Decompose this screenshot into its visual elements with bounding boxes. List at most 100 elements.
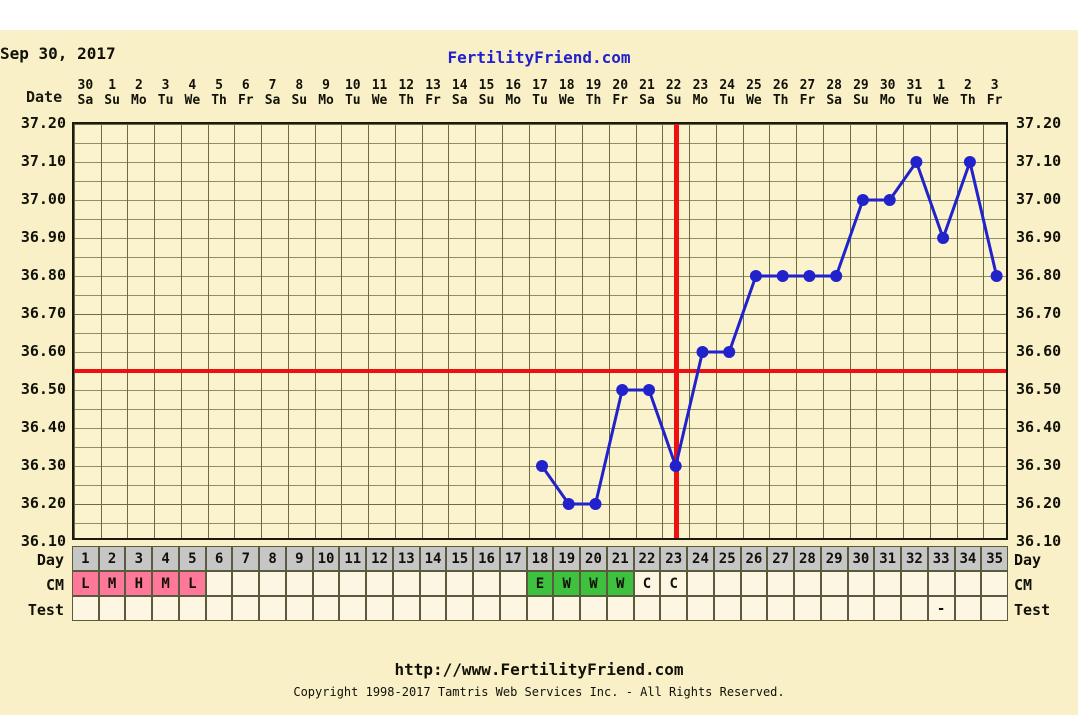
test-cell[interactable] xyxy=(366,596,393,621)
cm-cell[interactable] xyxy=(499,571,527,596)
footer-url[interactable]: http://www.FertilityFriend.com xyxy=(394,660,684,679)
cm-cell[interactable] xyxy=(874,571,902,596)
day-cell[interactable]: 27 xyxy=(767,546,795,571)
day-cell[interactable]: 31 xyxy=(874,546,902,571)
test-cell[interactable] xyxy=(473,596,500,621)
cm-cell[interactable] xyxy=(392,571,420,596)
cm-cell[interactable]: C xyxy=(660,571,688,596)
cm-cell[interactable] xyxy=(981,571,1008,596)
test-cell[interactable] xyxy=(633,596,661,621)
cm-cell[interactable]: W xyxy=(606,571,634,596)
cm-cell[interactable] xyxy=(794,571,821,596)
day-cell[interactable]: 6 xyxy=(205,546,233,571)
cm-cell[interactable]: E xyxy=(526,571,554,596)
day-cell[interactable]: 25 xyxy=(713,546,741,571)
day-cell[interactable]: 21 xyxy=(606,546,634,571)
data-point[interactable] xyxy=(669,460,682,472)
test-cell[interactable] xyxy=(98,596,126,621)
cm-cell[interactable] xyxy=(927,571,955,596)
day-cell[interactable]: 28 xyxy=(794,546,821,571)
data-point[interactable] xyxy=(696,346,709,358)
cm-cell[interactable]: M xyxy=(98,571,126,596)
cm-cell[interactable] xyxy=(419,571,447,596)
day-cell[interactable]: 11 xyxy=(339,546,367,571)
test-cell[interactable] xyxy=(152,596,179,621)
data-point[interactable] xyxy=(536,460,548,472)
data-point[interactable] xyxy=(749,270,762,282)
data-point[interactable] xyxy=(616,384,629,396)
day-cell[interactable]: 29 xyxy=(820,546,848,571)
test-cell[interactable] xyxy=(312,596,340,621)
cm-cell[interactable] xyxy=(767,571,795,596)
cm-cell[interactable] xyxy=(366,571,393,596)
test-cell[interactable]: - xyxy=(927,596,955,621)
data-point[interactable] xyxy=(963,156,976,168)
cm-cell[interactable] xyxy=(740,571,768,596)
day-cell[interactable]: 35 xyxy=(981,546,1008,571)
day-cell[interactable]: 26 xyxy=(740,546,768,571)
day-cell[interactable]: 1 xyxy=(72,546,99,571)
cm-cell[interactable] xyxy=(312,571,340,596)
cm-cell[interactable] xyxy=(847,571,875,596)
day-cell[interactable]: 10 xyxy=(312,546,340,571)
data-point[interactable] xyxy=(937,232,950,244)
day-cell[interactable]: 19 xyxy=(553,546,581,571)
day-cell[interactable]: 33 xyxy=(927,546,955,571)
data-point[interactable] xyxy=(883,194,896,206)
cm-cell[interactable] xyxy=(687,571,714,596)
data-point[interactable] xyxy=(830,270,843,282)
test-cell[interactable] xyxy=(794,596,821,621)
test-cell[interactable] xyxy=(232,596,260,621)
data-point[interactable] xyxy=(589,498,602,510)
cm-cell[interactable]: W xyxy=(553,571,581,596)
cm-cell[interactable] xyxy=(820,571,848,596)
cm-cell[interactable] xyxy=(901,571,928,596)
test-cell[interactable] xyxy=(820,596,848,621)
test-cell[interactable] xyxy=(285,596,313,621)
test-cell[interactable] xyxy=(259,596,286,621)
test-cell[interactable] xyxy=(499,596,527,621)
cm-cell[interactable] xyxy=(232,571,260,596)
day-cell[interactable]: 32 xyxy=(901,546,928,571)
data-point[interactable] xyxy=(776,270,789,282)
cm-cell[interactable]: W xyxy=(580,571,607,596)
day-cell[interactable]: 2 xyxy=(98,546,126,571)
test-cell[interactable] xyxy=(526,596,554,621)
test-cell[interactable] xyxy=(954,596,982,621)
day-cell[interactable]: 13 xyxy=(392,546,420,571)
test-cell[interactable] xyxy=(606,596,634,621)
test-cell[interactable] xyxy=(740,596,768,621)
data-point[interactable] xyxy=(562,498,575,510)
data-point[interactable] xyxy=(856,194,869,206)
day-cell[interactable]: 20 xyxy=(580,546,607,571)
test-cell[interactable] xyxy=(553,596,581,621)
cm-cell[interactable]: C xyxy=(633,571,661,596)
day-cell[interactable]: 18 xyxy=(526,546,554,571)
day-cell[interactable]: 17 xyxy=(499,546,527,571)
cm-cell[interactable] xyxy=(954,571,982,596)
data-point[interactable] xyxy=(723,346,736,358)
data-point[interactable] xyxy=(990,270,1003,282)
test-cell[interactable] xyxy=(125,596,153,621)
cm-cell[interactable]: M xyxy=(152,571,179,596)
data-point[interactable] xyxy=(643,384,655,396)
day-cell[interactable]: 24 xyxy=(687,546,714,571)
test-cell[interactable] xyxy=(874,596,902,621)
test-cell[interactable] xyxy=(981,596,1008,621)
day-cell[interactable]: 14 xyxy=(419,546,447,571)
cm-cell[interactable] xyxy=(285,571,313,596)
day-cell[interactable]: 15 xyxy=(446,546,474,571)
cm-cell[interactable] xyxy=(205,571,233,596)
day-cell[interactable]: 8 xyxy=(259,546,286,571)
cm-cell[interactable] xyxy=(259,571,286,596)
test-cell[interactable] xyxy=(660,596,688,621)
test-cell[interactable] xyxy=(580,596,607,621)
test-cell[interactable] xyxy=(767,596,795,621)
day-cell[interactable]: 3 xyxy=(125,546,153,571)
cm-cell[interactable] xyxy=(473,571,500,596)
day-cell[interactable]: 23 xyxy=(660,546,688,571)
cm-cell[interactable] xyxy=(339,571,367,596)
cm-cell[interactable]: H xyxy=(125,571,153,596)
test-cell[interactable] xyxy=(72,596,99,621)
test-cell[interactable] xyxy=(847,596,875,621)
